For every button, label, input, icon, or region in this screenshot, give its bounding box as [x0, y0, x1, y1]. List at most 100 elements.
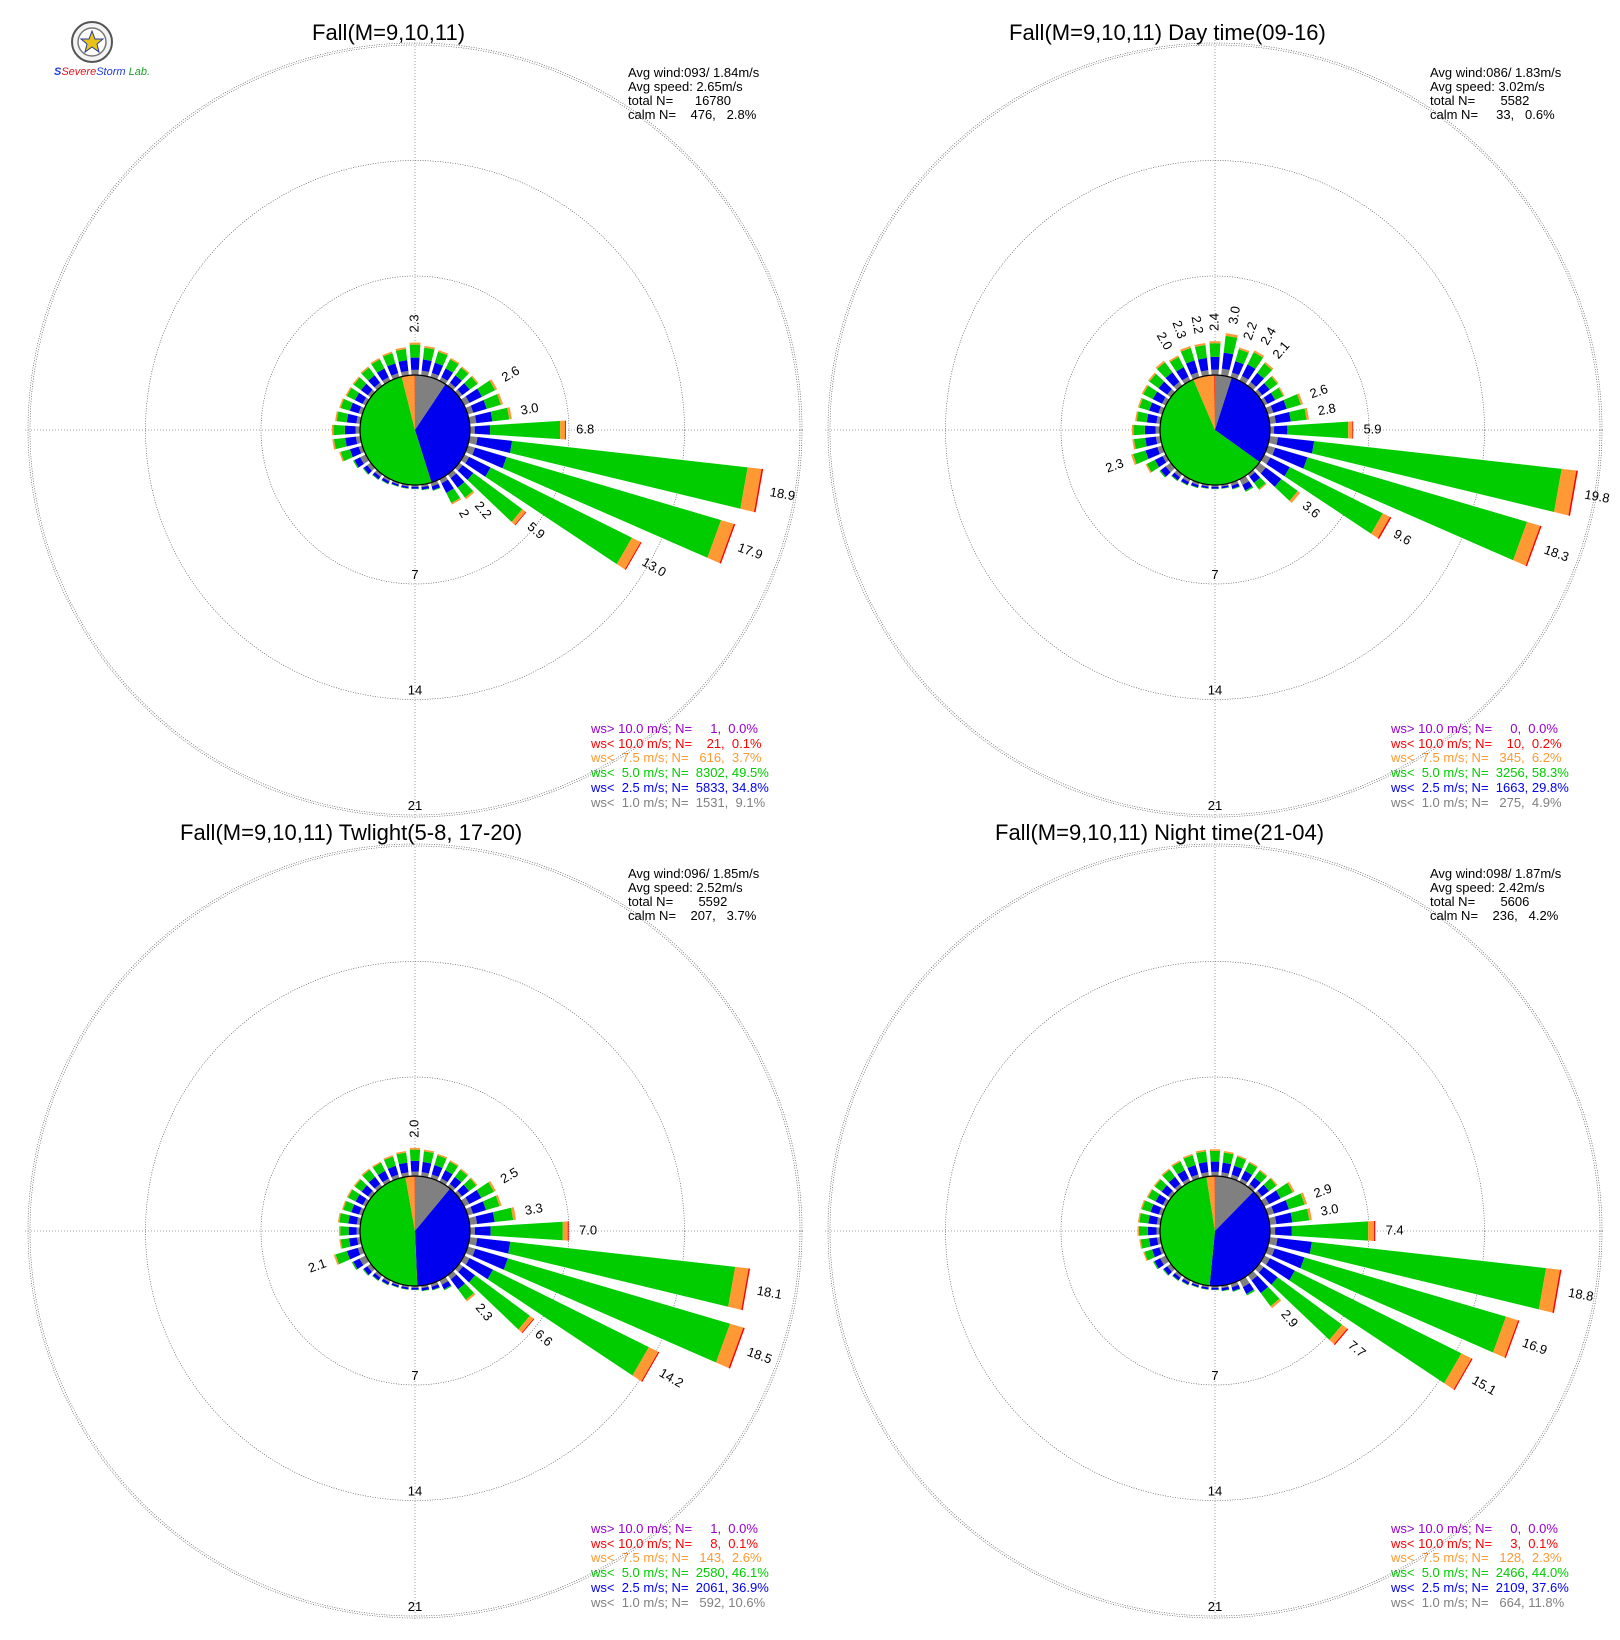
petal-segment — [337, 1212, 341, 1223]
petal-segment — [490, 420, 561, 440]
petal-segment — [1276, 437, 1315, 454]
stat-calm: calm N= 207, 3.7% — [628, 908, 757, 923]
petal-segment — [1174, 469, 1183, 478]
petal-segment — [361, 1185, 373, 1197]
petal-label: 18.1 — [756, 1283, 784, 1302]
petal-segment — [1137, 397, 1143, 408]
petal-segment — [1221, 483, 1229, 487]
petal-segment — [1247, 469, 1256, 477]
stat-total: total N= 5592 — [628, 894, 728, 909]
petal-label: 6.6 — [532, 1326, 555, 1349]
petal-segment — [1241, 1170, 1253, 1183]
petal-segment — [1141, 1200, 1154, 1213]
petal-segment — [1192, 1281, 1200, 1286]
petal-segment — [367, 1190, 376, 1199]
petal-segment — [497, 393, 504, 405]
petal-segment — [409, 344, 421, 358]
petal-segment — [391, 373, 400, 380]
petal-segment — [1221, 1286, 1230, 1291]
petal-segment — [1254, 1170, 1267, 1183]
petal-label: 18.5 — [745, 1344, 774, 1367]
petal-segment — [358, 406, 365, 415]
petal-segment — [363, 465, 372, 475]
petal-segment — [475, 1212, 495, 1225]
petal-segment — [457, 383, 470, 396]
petal-segment — [1183, 1155, 1196, 1169]
petal-segment — [1156, 1237, 1162, 1245]
petal-segment — [353, 460, 359, 469]
petal-segment — [441, 1170, 453, 1182]
petal-segment — [423, 1149, 435, 1153]
lab-logo: SSevereStorm Lab. — [50, 20, 150, 86]
petal-segment — [470, 400, 487, 413]
petal-segment — [401, 1172, 409, 1178]
petal-segment — [360, 366, 369, 374]
petal-segment — [1183, 1276, 1191, 1283]
petal-segment — [1247, 381, 1257, 391]
petal-segment — [1260, 397, 1268, 406]
petal-segment — [1156, 362, 1173, 379]
petal-segment — [1201, 1172, 1209, 1178]
petal-segment — [1275, 1212, 1293, 1225]
petal-segment — [360, 383, 373, 396]
petal-segment — [1268, 415, 1276, 424]
petal-segment — [1201, 1286, 1209, 1290]
petal-segment — [371, 359, 385, 373]
petal-segment — [362, 397, 370, 406]
petal-segment — [476, 437, 513, 453]
petal-segment — [1333, 1328, 1349, 1346]
petal-segment — [1144, 425, 1156, 435]
petal-segment — [1222, 1152, 1234, 1165]
petal-segment — [421, 370, 430, 377]
petal-segment — [483, 394, 501, 409]
petal-segment — [1254, 1263, 1264, 1273]
petal-segment — [562, 1221, 568, 1241]
pie-slice — [1193, 375, 1215, 430]
legend-entry: ws< 7.5 m/s; N= 128, 2.3% — [1391, 1550, 1562, 1566]
petal-label: 2.4 — [1206, 313, 1221, 331]
petal-segment — [344, 425, 356, 435]
grid-ring — [827, 42, 1603, 818]
petal-segment — [1190, 372, 1200, 380]
petal-label: 9.6 — [1391, 526, 1414, 548]
petal-segment — [396, 1151, 407, 1155]
legend-entry: ws< 1.0 m/s; N= 1531, 9.1% — [591, 794, 766, 810]
petal-segment — [1260, 1255, 1271, 1265]
petal-segment — [1275, 1226, 1292, 1236]
petal-segment — [391, 1174, 400, 1181]
petal-segment — [449, 375, 462, 388]
petal-label: 2.3 — [1169, 318, 1189, 340]
petal-segment — [1148, 1237, 1159, 1247]
petal-segment — [343, 1200, 355, 1213]
petal-segment — [465, 1206, 474, 1216]
petal-label: 16.9 — [1520, 1335, 1549, 1358]
grid-ring — [260, 275, 570, 585]
petal-segment — [1264, 361, 1274, 370]
petal-segment — [1147, 372, 1156, 382]
petal-segment — [1159, 470, 1166, 478]
petal-segment — [430, 1281, 439, 1287]
petal-segment — [1168, 355, 1179, 363]
petal-segment — [1190, 485, 1199, 489]
chart-title: Fall(M=9,10,11) Day time(09-16) — [1009, 20, 1326, 45]
petal-segment — [1260, 467, 1282, 487]
petal-segment — [1211, 1287, 1219, 1290]
pie-slice — [1159, 379, 1260, 485]
petal-label: 2.2 — [472, 498, 495, 521]
petal-label: 2.6 — [1308, 381, 1330, 401]
petal-segment — [1236, 1155, 1247, 1160]
petal-segment — [368, 375, 381, 388]
petal-segment — [465, 445, 476, 456]
petal-segment — [490, 407, 510, 422]
petal-segment — [1152, 391, 1166, 404]
pie-outline — [359, 374, 471, 486]
petal-segment — [1221, 1289, 1230, 1292]
petal-segment — [356, 1237, 362, 1245]
petal-segment — [468, 1216, 478, 1225]
petal-segment — [460, 1168, 469, 1176]
pie-slice — [415, 1176, 451, 1231]
petal-segment — [1171, 1160, 1181, 1167]
petal-segment — [391, 1284, 399, 1288]
petal-segment — [1257, 1184, 1270, 1197]
